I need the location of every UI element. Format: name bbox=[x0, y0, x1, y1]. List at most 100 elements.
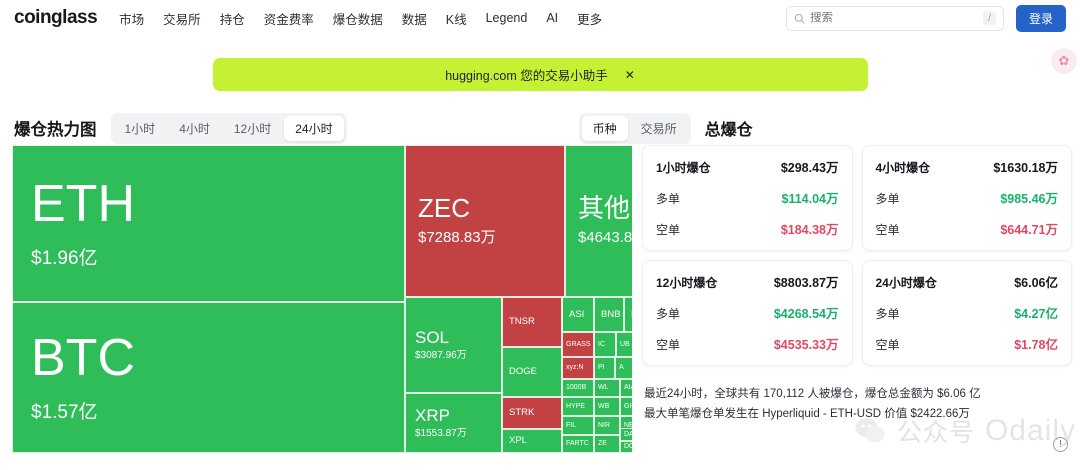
liquidation-heatmap-treemap[interactable]: ETH $1.96亿 BTC $1.57亿 ZEC $7288.83万 其他 $4643.80… bbox=[12, 145, 632, 453]
tab-by-exchange[interactable]: 交易所 bbox=[640, 121, 677, 136]
treemap-tile[interactable]: ZE bbox=[594, 435, 620, 453]
treemap-tile[interactable]: BNB bbox=[594, 297, 624, 332]
stat-row-long: 多单 $4.27亿 bbox=[876, 303, 1059, 322]
stat-row-long: 多单 $114.04万 bbox=[656, 188, 839, 207]
stat-long-value: $4268.54万 bbox=[773, 307, 839, 321]
site-logo[interactable]: coinglass bbox=[14, 7, 98, 28]
nav-item-positions[interactable]: 持仓 bbox=[219, 12, 245, 27]
nav-item-liquidation[interactable]: 爆仓数据 bbox=[332, 12, 383, 27]
nav-item-legend[interactable]: Legend bbox=[485, 11, 528, 25]
search-shortcut-key: / bbox=[983, 11, 996, 25]
search-box[interactable]: / bbox=[785, 5, 1004, 31]
stat-card-4h[interactable]: 4小时爆仓 $1630.18万 多单 $985.46万 空单 $644.71万 bbox=[861, 145, 1072, 251]
tab-12h[interactable]: 12小时 bbox=[233, 121, 272, 136]
treemap-tile-symbol: 1000B bbox=[566, 384, 587, 392]
treemap-tile[interactable]: SOL $3087.96万 bbox=[405, 297, 502, 393]
treemap-tile[interactable]: UB bbox=[616, 332, 632, 357]
treemap-tile-symbol: NEA bbox=[624, 421, 632, 429]
stat-short-value: $1.78亿 bbox=[1014, 338, 1058, 352]
treemap-tile[interactable]: WL bbox=[594, 379, 620, 397]
stat-card-12h[interactable]: 12小时爆仓 $8803.87万 多单 $4268.54万 空单 $4535.3… bbox=[642, 260, 853, 366]
treemap-tile-symbol: ZEC bbox=[418, 193, 470, 224]
treemap-tile[interactable]: XRP $1553.87万 bbox=[405, 393, 502, 453]
stat-title: 1小时爆仓 bbox=[656, 161, 711, 175]
tab-4h[interactable]: 4小时 bbox=[179, 121, 210, 136]
treemap-tile-symbol: ZE bbox=[598, 440, 607, 448]
stat-total-value: $298.43万 bbox=[780, 161, 839, 175]
stat-card-1h[interactable]: 1小时爆仓 $298.43万 多单 $114.04万 空单 $184.38万 bbox=[642, 145, 853, 251]
treemap-tile[interactable]: NIR bbox=[594, 416, 620, 435]
nav-item-data[interactable]: 数据 bbox=[401, 12, 427, 27]
section-header-right: 币种 交易所 总爆仓 bbox=[578, 112, 753, 144]
stat-total-value: $6.06亿 bbox=[1014, 276, 1058, 290]
tab-24h[interactable]: 24小时 bbox=[284, 115, 344, 141]
page-title: 爆仓热力图 bbox=[14, 121, 97, 139]
timeframe-tabs: 1小时 4小时 12小时 24小时 bbox=[110, 112, 347, 144]
treemap-tile[interactable]: BTC $1.57亿 bbox=[12, 302, 405, 453]
treemap-tile[interactable]: xyz:N bbox=[562, 357, 594, 379]
treemap-tile[interactable]: DOT bbox=[620, 441, 632, 453]
treemap-tile[interactable]: GIG bbox=[620, 397, 632, 416]
total-liquidation-title: 总爆仓 bbox=[704, 122, 753, 139]
stat-short-value: $644.71万 bbox=[1000, 223, 1058, 237]
tab-1h[interactable]: 1小时 bbox=[124, 121, 156, 136]
treemap-tile-symbol: NIR bbox=[598, 421, 611, 429]
treemap-tile[interactable]: ASI bbox=[562, 297, 594, 332]
login-button[interactable]: 登录 bbox=[1015, 4, 1066, 32]
search-input[interactable] bbox=[809, 12, 984, 24]
treemap-tile[interactable]: ZEC $7288.83万 bbox=[405, 145, 565, 297]
nav-item-market[interactable]: 市场 bbox=[119, 12, 145, 27]
treemap-tile[interactable]: PI bbox=[594, 357, 615, 379]
treemap-tile[interactable]: DOGE bbox=[502, 347, 562, 397]
nav-item-ai[interactable]: AI bbox=[546, 11, 559, 25]
treemap-tile-symbol: xyz:N bbox=[566, 364, 584, 372]
treemap-tile[interactable]: STRK bbox=[502, 397, 562, 429]
treemap-tile[interactable]: IC bbox=[594, 332, 616, 357]
treemap-tile[interactable]: TNSR bbox=[502, 297, 562, 347]
treemap-tile-value: $1.57亿 bbox=[31, 402, 98, 424]
main-content: ETH $1.96亿 BTC $1.57亿 ZEC $7288.83万 其他 $4643.80… bbox=[0, 145, 1080, 455]
treemap-tile-symbol: FIL bbox=[566, 421, 577, 429]
help-icon[interactable]: ! bbox=[1053, 437, 1068, 452]
floating-promo-icon[interactable]: ✿ bbox=[1051, 48, 1077, 74]
stat-short-value: $184.38万 bbox=[780, 223, 839, 237]
treemap-tile[interactable]: AIA bbox=[620, 379, 632, 397]
treemap-tile[interactable]: 1000B bbox=[562, 379, 594, 397]
treemap-tile-value: $1553.87万 bbox=[415, 427, 467, 439]
nav-item-more[interactable]: 更多 bbox=[577, 12, 603, 27]
treemap-tile[interactable]: HYPE bbox=[562, 397, 594, 416]
treemap-tile[interactable]: FARTC bbox=[562, 435, 594, 453]
stat-row-long: 多单 $985.46万 bbox=[876, 188, 1059, 207]
nav-item-kline[interactable]: K线 bbox=[445, 12, 467, 27]
stat-card-24h[interactable]: 24小时爆仓 $6.06亿 多单 $4.27亿 空单 $1.78亿 bbox=[861, 260, 1072, 366]
stat-row-total: 1小时爆仓 $298.43万 bbox=[656, 157, 839, 176]
treemap-tile[interactable]: ETH $1.96亿 bbox=[12, 145, 405, 302]
treemap-tile[interactable]: A bbox=[615, 357, 632, 379]
treemap-tile[interactable]: 其他 $4643.80万 bbox=[565, 145, 632, 297]
treemap-tile[interactable]: XPL bbox=[502, 429, 562, 453]
stat-short-label: 空单 bbox=[656, 223, 681, 237]
treemap-tile-symbol: BNB bbox=[601, 308, 621, 320]
treemap-tile[interactable]: FIL bbox=[562, 416, 594, 435]
tab-by-coin[interactable]: 币种 bbox=[581, 115, 628, 141]
treemap-tile[interactable]: GRASS bbox=[562, 332, 594, 357]
treemap-tile[interactable]: LIC bbox=[624, 297, 632, 332]
treemap-tile[interactable]: DAS bbox=[620, 428, 632, 441]
search-icon bbox=[794, 13, 805, 24]
stat-title: 12小时爆仓 bbox=[656, 276, 718, 290]
section-header: 爆仓热力图 1小时 4小时 12小时 24小时 币种 交易所 总爆仓 bbox=[0, 91, 1080, 145]
stat-row-short: 空单 $4535.33万 bbox=[656, 334, 839, 353]
treemap-tile[interactable]: WB bbox=[594, 397, 620, 416]
stat-long-label: 多单 bbox=[656, 192, 681, 206]
treemap-tile-symbol: DOT bbox=[624, 443, 632, 451]
stat-short-value: $4535.33万 bbox=[773, 338, 839, 352]
treemap-tile-symbol: LIC bbox=[625, 309, 632, 320]
treemap-tile-symbol: STRK bbox=[509, 407, 535, 419]
close-icon[interactable]: ✕ bbox=[624, 67, 635, 82]
promo-banner-text: hugging.com 您的交易小助手 bbox=[445, 69, 608, 83]
promo-banner[interactable]: hugging.com 您的交易小助手 ✕ bbox=[212, 58, 868, 91]
nav-item-exchange[interactable]: 交易所 bbox=[163, 12, 201, 27]
top-navigation-bar: coinglass 市场 交易所 持仓 资金费率 爆仓数据 数据 K线 Lege… bbox=[0, 0, 1080, 36]
stat-title: 4小时爆仓 bbox=[875, 161, 931, 175]
nav-item-funding-rate[interactable]: 资金费率 bbox=[263, 12, 314, 27]
